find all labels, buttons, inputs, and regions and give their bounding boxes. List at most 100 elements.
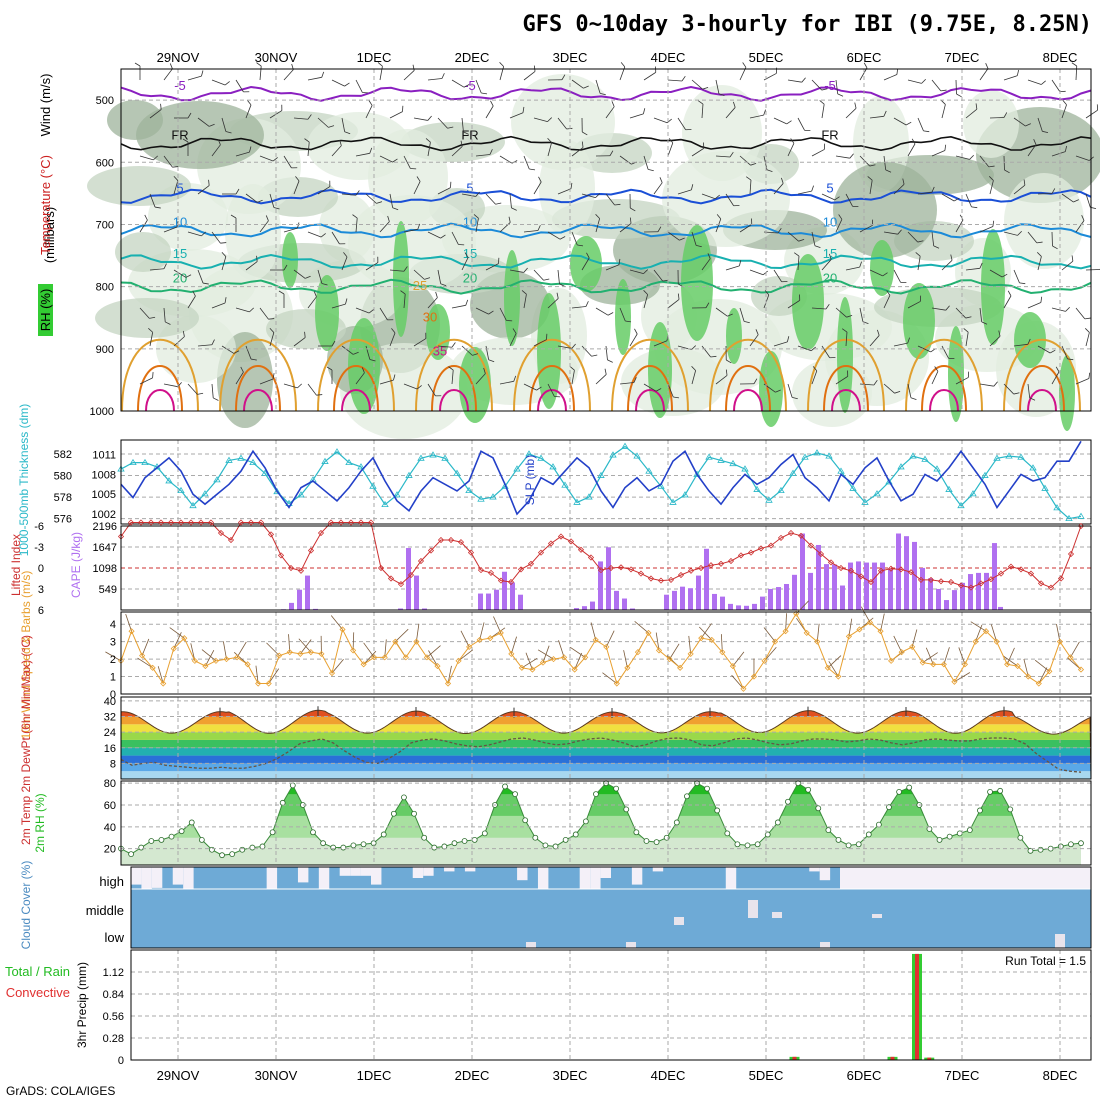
cape-bar (414, 575, 419, 610)
wind-barb-flag (726, 359, 732, 364)
wind-barb-shaft (931, 231, 935, 246)
wind-barb-shaft (629, 333, 638, 347)
wind-barb-flag (546, 333, 548, 340)
wind-barb (1061, 255, 1074, 271)
wind-barb-flag (328, 125, 335, 128)
wind-barb-flag (1067, 358, 1074, 361)
wind-speed-point (603, 643, 610, 650)
wind-barb-shaft (643, 294, 649, 309)
wind-barb-shaft (619, 382, 634, 385)
lifted-index-point (647, 575, 655, 582)
lifted-index-point (617, 564, 625, 571)
wind-barb-flag (614, 203, 621, 206)
wind-barb (1003, 155, 1010, 174)
wind-barb (955, 154, 974, 160)
wind-barb (667, 75, 686, 82)
lifted-index-point (737, 552, 745, 559)
wind-barb (1075, 215, 1085, 233)
wind-barb-shaft (989, 269, 1003, 278)
cloud-gap (1055, 934, 1065, 948)
wind-speed-point (508, 650, 515, 657)
wind-barb-shaft (941, 259, 953, 271)
rh-axis-label: 2m RH (%) (33, 793, 47, 852)
wind-barb-shaft (221, 256, 227, 271)
wind-barb-shaft (307, 231, 322, 238)
wind-barb-flag (440, 234, 446, 239)
wind-barb-shaft (845, 266, 860, 271)
wind-barb-flag (163, 263, 167, 269)
wind-barb-shaft (821, 259, 832, 271)
precip-convective-bar (890, 1056, 895, 1060)
upper-air-frame (120, 68, 1092, 412)
wind-speed-point (455, 657, 462, 664)
wind-speed-point (139, 652, 146, 659)
wind-barb-shaft (437, 269, 442, 284)
cloud-frame (130, 866, 1092, 949)
cape-bar (696, 575, 701, 610)
wind-barb-flag (666, 118, 672, 124)
cloud-gap (748, 900, 758, 918)
wind-speed-point (371, 654, 378, 661)
wind-barb-flag (305, 275, 311, 279)
wind-barb-flag (512, 328, 517, 334)
wind-barb-flag (273, 207, 280, 210)
rh-point (896, 789, 903, 795)
wind-barb-shaft (413, 117, 428, 121)
wind-barb-shaft (283, 155, 292, 169)
wind-speed-point (687, 650, 694, 657)
wind-barb-flag (1004, 169, 1010, 174)
wind-barb (245, 345, 257, 361)
wind-speed-point (529, 666, 536, 673)
wind-barb-flag (391, 328, 396, 334)
wind-barb (979, 63, 989, 81)
isotherm-35-loop (635, 389, 665, 412)
wind-barb-flag (777, 227, 782, 234)
thickness-point (213, 476, 221, 483)
wind-barb (533, 269, 550, 281)
wind-barb-shaft (1075, 155, 1090, 161)
rh-point (269, 829, 276, 836)
cape-bar (406, 548, 411, 610)
lifted-index-point (817, 550, 825, 558)
thickness-point (897, 463, 905, 470)
wind-barb (509, 193, 517, 211)
wind-barb (475, 149, 493, 157)
wind-barb-shaft (787, 79, 802, 83)
thickness-slp-grid (121, 440, 1091, 524)
wind-barb-flag (1042, 130, 1049, 134)
wind-speed-point (276, 652, 283, 659)
wind-barb-10m (1056, 623, 1061, 642)
wind-barb-flag (633, 377, 637, 383)
wind-barb (235, 79, 250, 93)
wind-barb-shaft (283, 227, 298, 233)
lifted-index-point (487, 569, 495, 576)
wind-barb-flag (506, 320, 513, 322)
wind-barb-shaft (307, 383, 317, 396)
wind-barb (379, 155, 398, 163)
precip-convective-bar (927, 1057, 932, 1060)
rh-moist-column (426, 304, 450, 360)
wind-barb-shaft (1051, 371, 1060, 385)
wind-barb (379, 307, 394, 321)
wind-barb-shaft (989, 335, 1001, 347)
wind-barb-shaft (259, 307, 269, 320)
wind-barb-shaft (1051, 307, 1066, 312)
wind-barb (883, 383, 901, 394)
wind-barb-shaft (907, 143, 916, 157)
high-cloud-gap (537, 867, 549, 889)
cape-bar (614, 590, 619, 610)
wind-barb-flag (441, 73, 445, 79)
wind-barb-shaft (149, 268, 164, 271)
bottom-date-label: 4DEC (651, 1068, 686, 1083)
thickness-axis-label: 1000-500mb Thickness (dm) (17, 404, 31, 557)
wind-barb (725, 101, 736, 119)
wind-barb (1027, 79, 1046, 85)
wind-barb-flag (144, 214, 148, 221)
wind-barb-flag (450, 181, 452, 188)
wind-barb (749, 269, 768, 276)
wind-barb (389, 328, 396, 347)
wind-barb-flag (657, 226, 662, 232)
wind-barb-shaft (293, 337, 306, 347)
